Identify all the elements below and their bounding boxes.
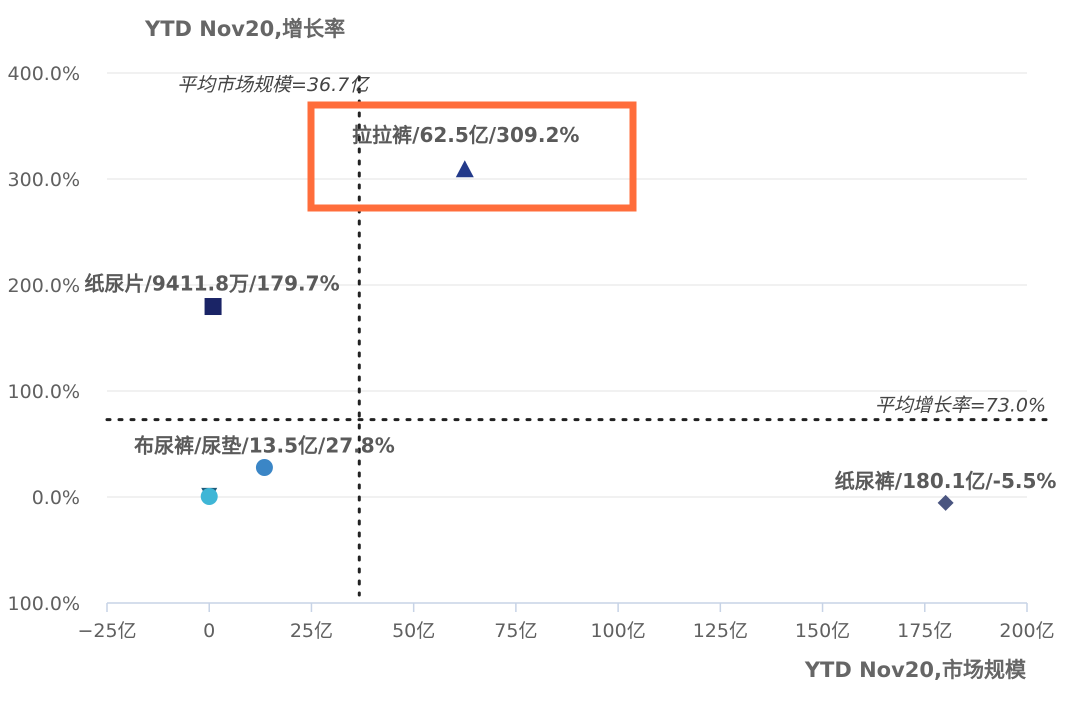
- y-tick-label: 0.0%: [32, 487, 80, 509]
- point-label: 布尿裤/尿垫/13.5亿/27.8%: [134, 434, 395, 458]
- avg-growth-label: 平均增长率=73.0%: [875, 395, 1046, 417]
- point-label: 纸尿裤/180.1亿/-5.5%: [835, 469, 1057, 493]
- grid-lines: [107, 72, 1027, 498]
- point-label: 纸尿片/9411.8万/179.7%: [85, 272, 340, 296]
- x-tick-label: 0: [203, 620, 215, 642]
- y-axis-title: YTD Nov20,增长率: [144, 17, 345, 41]
- point-label: 拉拉裤/62.5亿/309.2%: [352, 123, 579, 147]
- y-tick-label: 200.0%: [8, 275, 80, 297]
- point-marker: [255, 459, 273, 477]
- data-points: [200, 160, 954, 511]
- point-labels: 拉拉裤/62.5亿/309.2% 纸尿片/9411.8万/179.7% 布尿裤/尿垫…: [85, 101, 1057, 493]
- x-tick-label: −25亿: [77, 620, 136, 642]
- x-tick-label: 200亿: [999, 620, 1054, 642]
- highlight-box: [307, 101, 637, 212]
- y-tick-label: 100.0%: [8, 593, 80, 615]
- x-tick-label: 175亿: [897, 620, 952, 642]
- y-tick-label: 400.0%: [8, 63, 80, 85]
- point-marker: [937, 494, 954, 511]
- x-tick-label: 150亿: [795, 620, 850, 642]
- avg-size-label: 平均市场规模=36.7亿: [177, 74, 370, 96]
- x-tick-label: 75亿: [494, 620, 537, 642]
- y-tick-label: 300.0%: [8, 169, 80, 191]
- point-marker: [455, 160, 474, 178]
- point-marker: [200, 487, 218, 505]
- axes: 100.0% 0.0% 100.0% 200.0% 300.0% 400.0% −25亿 0 2…: [8, 63, 1055, 642]
- x-axis-title: YTD Nov20,市场规模: [804, 658, 1027, 682]
- point-marker: [204, 298, 222, 316]
- x-tick-label: 125亿: [693, 620, 748, 642]
- x-tick-label: 50亿: [392, 620, 435, 642]
- y-tick-label: 100.0%: [8, 381, 80, 403]
- x-tick-label: 25亿: [290, 620, 333, 642]
- x-tick-label: 100亿: [590, 620, 645, 642]
